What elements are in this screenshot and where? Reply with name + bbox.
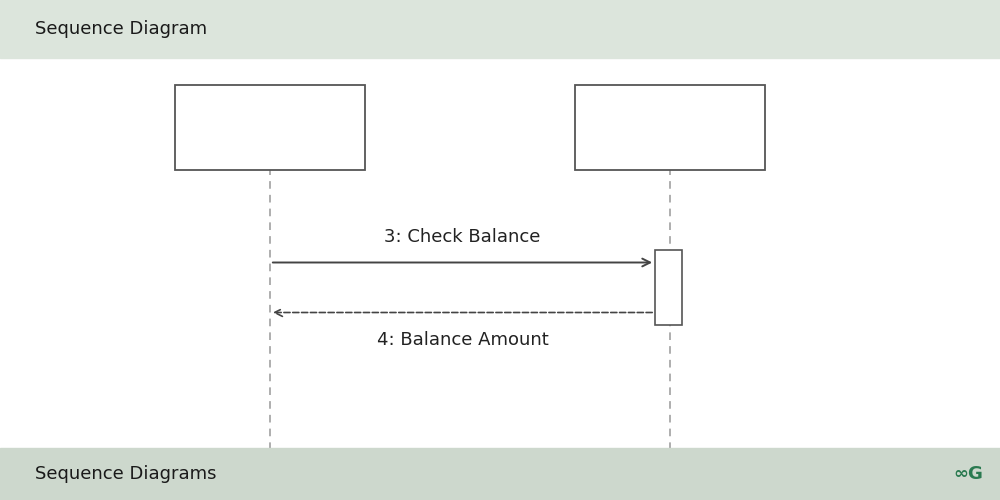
Bar bbox=[655, 250, 682, 325]
Text: Cust_1:: Cust_1: bbox=[227, 94, 313, 116]
Bar bbox=[575, 85, 765, 170]
Text: Sequence Diagrams: Sequence Diagrams bbox=[35, 465, 216, 483]
Text: Sequence Diagram: Sequence Diagram bbox=[35, 20, 207, 38]
Bar bbox=[0, 0, 1000, 58]
Bar bbox=[175, 85, 365, 170]
Text: 3: Check Balance: 3: Check Balance bbox=[384, 228, 541, 246]
Bar bbox=[0, 448, 1000, 500]
Text: Customer: Customer bbox=[230, 138, 310, 156]
Text: ∞G: ∞G bbox=[953, 465, 983, 483]
Text: Bank1:: Bank1: bbox=[629, 95, 711, 115]
Text: 4: Balance Amount: 4: Balance Amount bbox=[377, 331, 548, 349]
Text: Bank: Bank bbox=[649, 138, 691, 156]
